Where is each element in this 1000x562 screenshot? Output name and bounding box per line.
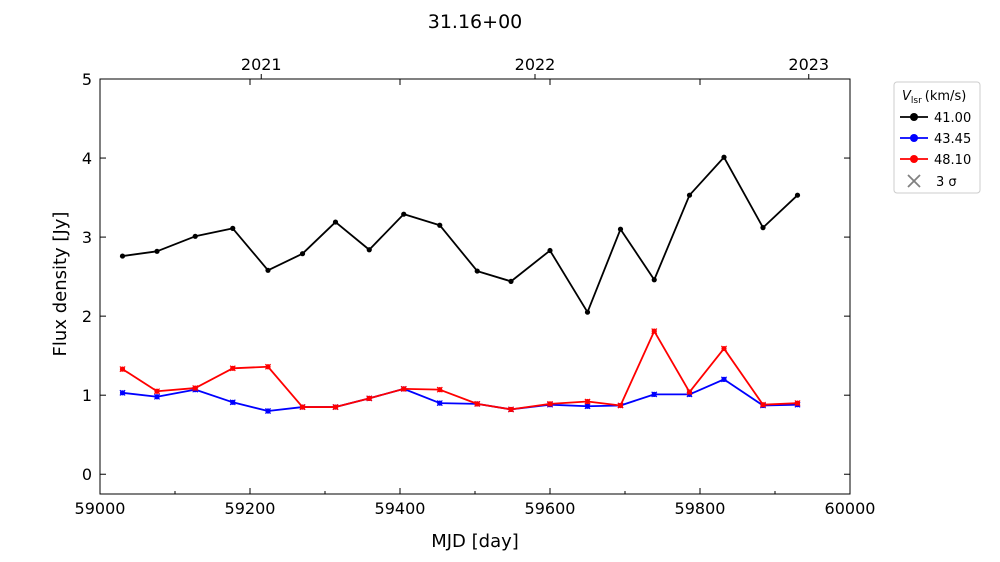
y-tick-label: 5 <box>82 70 92 89</box>
data-point <box>332 219 339 225</box>
y-axis-label: Flux density [Jy] <box>50 212 71 357</box>
three-sigma-marker <box>299 404 306 411</box>
x-tick-label: 60000 <box>825 499 876 518</box>
data-point <box>686 192 693 198</box>
data-point <box>265 267 271 273</box>
legend-label: 3 σ <box>936 175 957 190</box>
legend-entry-3sigma: 3 σ <box>907 174 957 190</box>
y-tick-label: 2 <box>82 307 92 326</box>
legend-marker <box>910 155 918 163</box>
three-sigma-marker <box>153 393 161 400</box>
x-tick-label: 59400 <box>375 499 426 518</box>
data-point <box>760 225 766 231</box>
three-sigma-marker <box>332 404 339 411</box>
legend-label: 48.10 <box>934 153 971 168</box>
legend-label: 43.45 <box>934 132 971 147</box>
axes: 59000 59200 59400 59600 59800 60000 0 1 2 3 4 5 2021… <box>75 55 876 518</box>
three-sigma-marker <box>229 399 236 406</box>
legend-entry: 43.45 <box>900 132 971 147</box>
three-sigma-marker <box>153 388 161 395</box>
series-48-10 <box>119 328 801 413</box>
data-point <box>584 309 591 315</box>
y-tick-label: 0 <box>82 465 92 484</box>
x-axis-label: MJD [day] <box>431 531 519 552</box>
year-tick-label: 2022 <box>515 55 556 74</box>
data-point <box>401 211 407 217</box>
data-point <box>474 268 480 274</box>
three-sigma-marker <box>436 400 443 407</box>
three-sigma-marker <box>546 400 554 407</box>
three-sigma-marker <box>584 398 591 405</box>
three-sigma-marker <box>651 391 658 398</box>
data-point <box>508 278 514 284</box>
x-tick-label: 59000 <box>75 499 126 518</box>
three-sigma-marker <box>192 385 199 392</box>
three-sigma-marker <box>584 403 591 410</box>
three-sigma-marker <box>229 365 236 372</box>
legend-marker <box>910 134 918 142</box>
legend-box <box>893 81 981 194</box>
legend-entry: 48.10 <box>900 153 971 168</box>
year-tick-label: 2023 <box>788 55 829 74</box>
legend-title-unit: (km/s) <box>925 89 967 104</box>
data-point <box>651 277 657 283</box>
three-sigma-marker <box>686 389 693 396</box>
three-sigma-marker <box>617 402 624 409</box>
three-sigma-marker <box>907 174 921 188</box>
three-sigma-marker <box>264 407 272 415</box>
three-sigma-marker <box>720 376 728 383</box>
three-sigma-marker <box>119 389 126 396</box>
three-sigma-marker <box>436 386 443 393</box>
data-point <box>192 233 198 239</box>
three-sigma-marker <box>119 366 126 373</box>
data-point <box>437 222 443 228</box>
three-sigma-marker <box>366 395 373 402</box>
data-point <box>119 253 126 259</box>
series-line <box>122 156 799 314</box>
plot-frame <box>99 78 851 495</box>
data-point <box>547 247 553 254</box>
three-sigma-marker <box>474 400 481 407</box>
data-point <box>366 247 372 253</box>
three-sigma-marker <box>651 328 658 335</box>
legend-title: Vlsr (km/s) <box>902 89 966 106</box>
three-sigma-marker <box>400 385 407 392</box>
x-tick-label: 59200 <box>225 499 276 518</box>
data-point <box>794 192 801 198</box>
legend: Vlsr (km/s) 41.00 43.45 48.10 3 σ <box>893 81 981 194</box>
legend-title-sub: lsr <box>911 96 922 106</box>
data-point <box>299 251 306 257</box>
series-line <box>122 378 798 412</box>
y-tick-label: 1 <box>82 386 92 405</box>
three-sigma-marker <box>720 345 728 352</box>
y-tick-label: 3 <box>82 228 92 247</box>
legend-label: 41.00 <box>934 111 971 126</box>
x-tick-label: 59600 <box>525 499 576 518</box>
data-point <box>721 154 727 160</box>
series-41-00 <box>119 154 801 315</box>
year-tick-label: 2021 <box>241 55 282 74</box>
legend-marker <box>910 113 918 121</box>
three-sigma-marker <box>507 406 515 413</box>
legend-entry: 41.00 <box>900 111 971 126</box>
three-sigma-marker <box>759 401 767 408</box>
plot-area <box>119 154 801 415</box>
series-line <box>122 330 798 411</box>
data-point <box>617 226 624 232</box>
legend-title-main: V <box>902 89 912 104</box>
y-tick-label: 4 <box>82 149 92 168</box>
three-sigma-marker <box>794 400 801 407</box>
data-point <box>154 248 160 254</box>
three-sigma-marker <box>264 363 272 370</box>
data-point <box>230 225 236 231</box>
chart-title: 31.16+00 <box>428 11 523 33</box>
x-tick-label: 59800 <box>675 499 726 518</box>
